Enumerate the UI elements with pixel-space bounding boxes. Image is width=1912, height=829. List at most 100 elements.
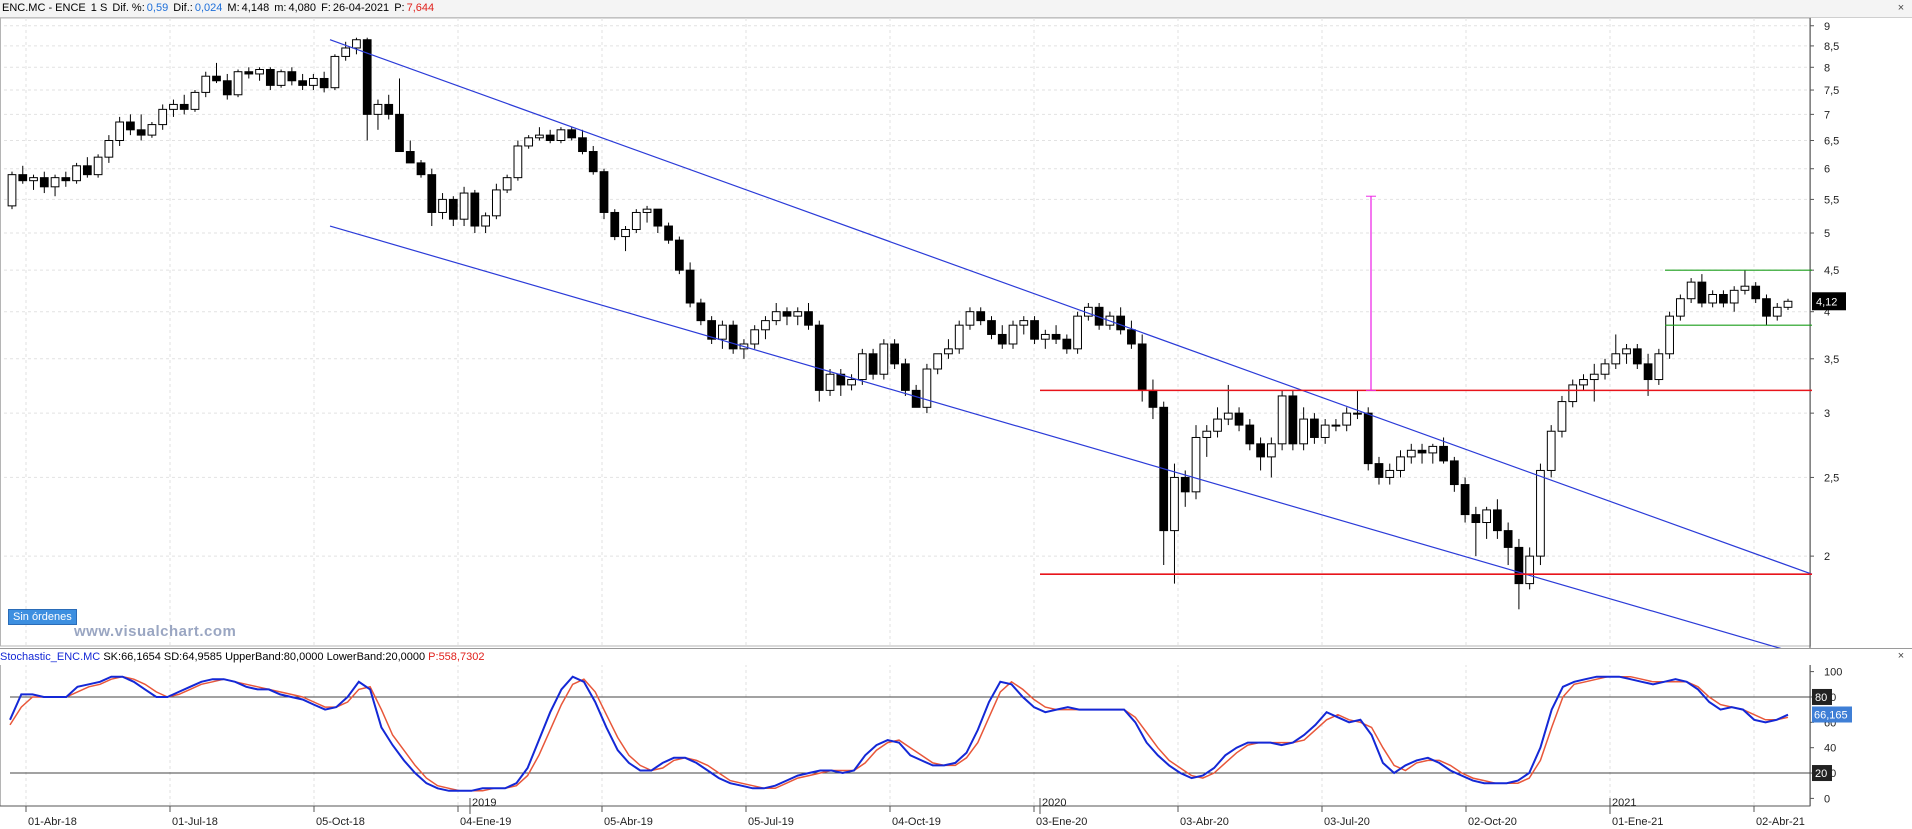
- last-price-label: 4,12: [1816, 296, 1837, 308]
- candle-up: [1579, 379, 1588, 386]
- candle-up: [438, 198, 447, 213]
- x-tick-label: 05-Jul-19: [748, 816, 794, 828]
- candle-up: [1665, 315, 1674, 355]
- candle-down: [1632, 348, 1642, 365]
- y-tick-label: 8: [1824, 62, 1830, 74]
- candle-down: [405, 151, 415, 164]
- candle-up: [631, 211, 641, 231]
- candle-down: [287, 71, 297, 82]
- candle-up: [761, 320, 770, 331]
- stoch-p-label: P:: [428, 651, 439, 663]
- x-tick-label: 01-Jul-18: [172, 816, 218, 828]
- chart-header: ENC.MC - ENCE 1 S Dif. %: 0,59 Dif.: 0,024…: [0, 0, 1912, 18]
- candle-up: [309, 77, 318, 86]
- candle-up: [1686, 281, 1696, 300]
- y-tick-label: 6: [1824, 164, 1830, 176]
- candle-down: [1363, 412, 1373, 465]
- year-label: 2019: [472, 797, 496, 809]
- candle-down: [1503, 530, 1513, 548]
- candle-down: [82, 165, 92, 176]
- candle-up: [1385, 469, 1395, 478]
- candle-down: [395, 113, 404, 153]
- candle-down: [987, 320, 996, 335]
- candle-down: [222, 80, 232, 96]
- candle-up: [1277, 395, 1287, 445]
- candle-down: [298, 80, 307, 86]
- candle-down: [599, 171, 609, 213]
- candle-down: [1030, 320, 1039, 340]
- price-value: 7,644: [406, 2, 435, 14]
- close-icon[interactable]: ×: [1897, 2, 1905, 14]
- candle-down: [728, 324, 738, 350]
- candle-up: [771, 311, 781, 322]
- candle-up: [524, 137, 534, 147]
- stoch-name: Stochastic_ENC.MC: [0, 651, 101, 663]
- upperband-value: 80,0000: [283, 651, 324, 663]
- candle-down: [244, 71, 254, 75]
- candle-up: [1772, 306, 1782, 317]
- x-tick-label: 03-Jul-20: [1324, 816, 1370, 828]
- upperband-label: UpperBand:: [225, 651, 284, 663]
- x-tick-label: 02-Oct-20: [1468, 816, 1517, 828]
- candle-up: [1482, 509, 1491, 524]
- candle-up: [1611, 353, 1621, 365]
- candle-up: [104, 140, 114, 158]
- candle-down: [1460, 484, 1470, 516]
- candle-up: [1557, 401, 1567, 432]
- y-tick-label: 5: [1824, 228, 1830, 240]
- y-tick-label: 2: [1824, 551, 1830, 563]
- candle-up: [1589, 373, 1599, 381]
- close-icon[interactable]: ×: [1897, 650, 1905, 662]
- x-tick-label: 04-Oct-19: [892, 816, 941, 828]
- candle-up: [879, 343, 889, 375]
- candle-up: [965, 311, 975, 326]
- candle-up: [201, 75, 211, 93]
- candle-down: [1310, 418, 1319, 438]
- candle-up: [825, 373, 835, 391]
- stoch-series-sk: [9, 675, 1789, 792]
- stoch-p-value: 558,7302: [438, 651, 485, 663]
- candle-down: [664, 225, 673, 241]
- y-tick-label: 4,5: [1824, 265, 1839, 277]
- channel-upper-line: [329, 39, 1813, 575]
- candle-down: [18, 174, 28, 182]
- candle-down: [997, 333, 1007, 345]
- min-label: m:: [274, 2, 287, 14]
- candle-up: [1342, 412, 1352, 426]
- candle-up: [1708, 293, 1718, 304]
- dif-pct-label: Dif. %:: [112, 2, 145, 14]
- x-tick-label: 02-Abr-21: [1756, 816, 1805, 828]
- dif-value: 0,024: [194, 2, 223, 14]
- y-tick-label: 4: [1824, 307, 1830, 319]
- stoch-y-tick-label: 0: [1824, 793, 1830, 805]
- candle-down: [545, 134, 555, 142]
- candle-down: [1374, 463, 1384, 478]
- candle-up: [1191, 436, 1201, 493]
- candle-up: [944, 348, 953, 355]
- candle-up: [1170, 476, 1179, 532]
- candle-down: [814, 324, 824, 391]
- candle-up: [954, 324, 964, 350]
- orders-button[interactable]: Sin órdenes: [8, 609, 77, 625]
- candle-up: [1019, 320, 1029, 326]
- candle-up: [718, 324, 727, 340]
- candle-up: [556, 129, 566, 142]
- candle-up: [190, 91, 200, 110]
- candle-up: [1729, 289, 1739, 304]
- candle-up: [1654, 353, 1664, 381]
- candle-up: [793, 311, 803, 317]
- candle-down: [610, 211, 620, 238]
- candle-down: [61, 177, 71, 182]
- sd-value: 64,9585: [182, 651, 222, 663]
- candle-down: [265, 68, 275, 86]
- stoch-y-tick-label: 100: [1824, 667, 1842, 679]
- max-value: 4,148: [241, 2, 270, 14]
- candle-up: [72, 165, 81, 182]
- candle-down: [1449, 460, 1459, 486]
- candle-down: [578, 137, 587, 153]
- candle-up: [1783, 300, 1793, 308]
- y-tick-label: 8,5: [1824, 41, 1839, 53]
- date-label: F:: [321, 2, 331, 14]
- candle-up: [1396, 456, 1405, 471]
